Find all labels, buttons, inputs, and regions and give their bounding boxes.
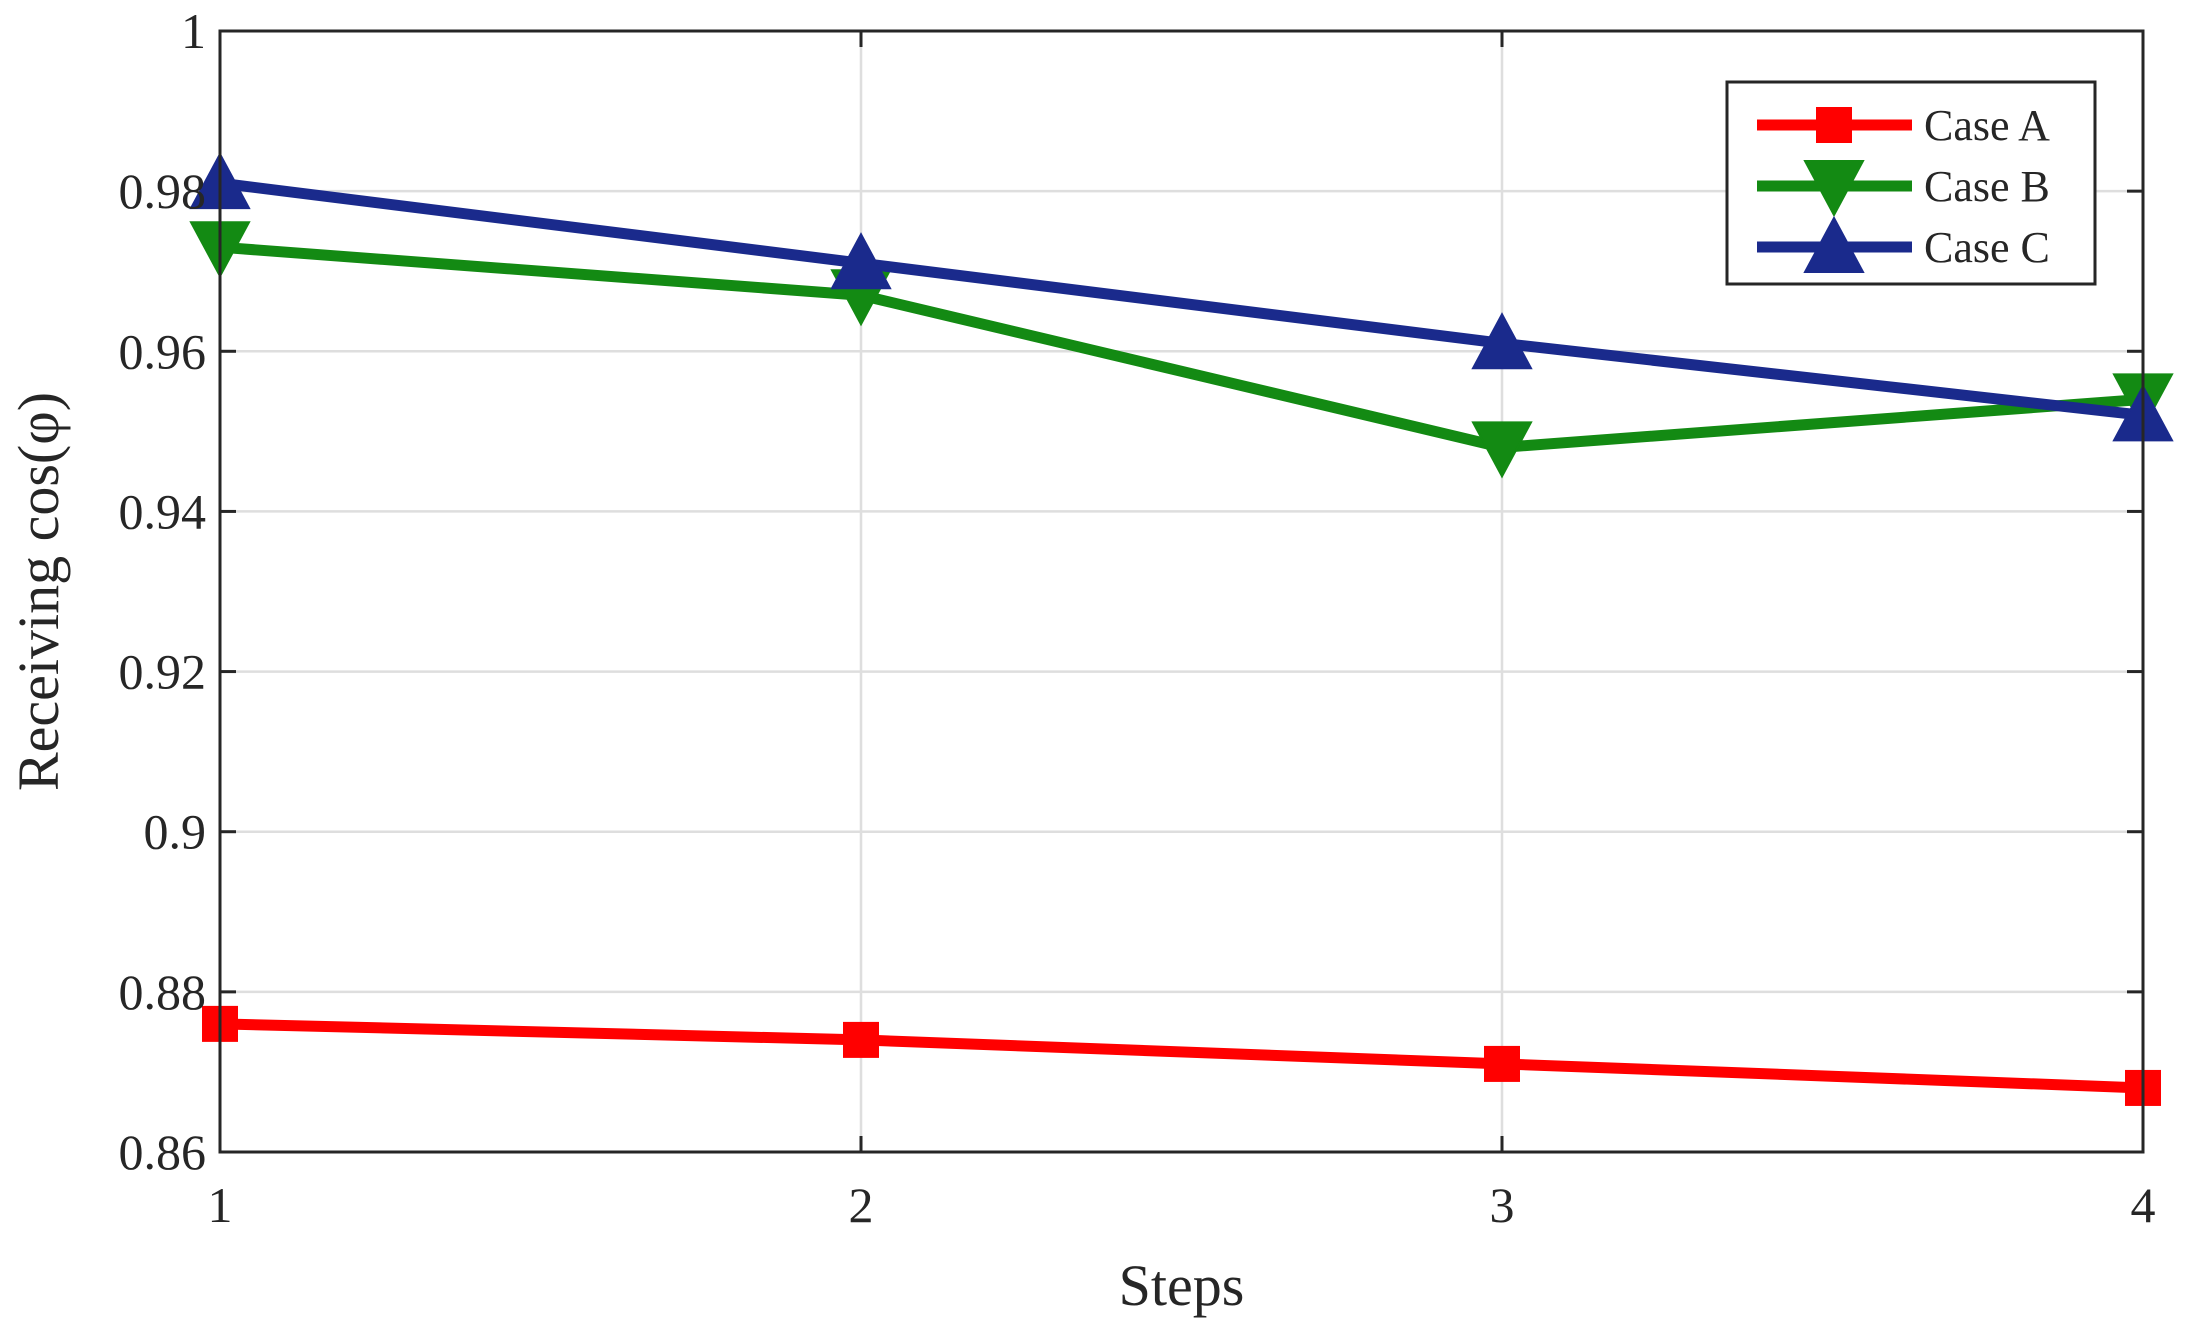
x-tick-label: 3 (1490, 1177, 1515, 1233)
x-tick-label: 4 (2131, 1177, 2156, 1233)
legend-item-case-b: Case B (1757, 160, 2050, 218)
legend-marker (1803, 215, 1865, 273)
y-tick-label: 0.96 (119, 323, 207, 379)
y-axis-label: Receiving cos(φ) (6, 392, 71, 791)
y-tick-label: 0.94 (119, 483, 207, 539)
y-tick-label: 0.88 (119, 964, 207, 1020)
legend-label: Case B (1924, 162, 2050, 211)
x-axis-label: Steps (1119, 1253, 1245, 1318)
data-point (830, 232, 892, 290)
y-tick-label: 0.98 (119, 163, 207, 219)
legend: Case A Case B Case C (1725, 80, 2097, 286)
x-tick-label: 2 (849, 1177, 874, 1233)
y-tick-label: 0.86 (119, 1124, 207, 1180)
y-tick-label: 0.92 (119, 644, 207, 700)
legend-item-case-c: Case C (1757, 215, 2050, 273)
legend-marker (1816, 107, 1852, 143)
data-point (1471, 421, 1533, 479)
legend-label: Case A (1924, 101, 2050, 150)
y-tick-label: 0.9 (144, 804, 207, 860)
legend-label: Case C (1924, 223, 2050, 272)
data-point (1471, 312, 1533, 370)
series-line (219, 241, 2144, 453)
data-point (843, 1021, 879, 1058)
x-tick-label: 1 (208, 1177, 233, 1233)
tick-labels: 1 2 3 4 0.86 0.88 0.9 0.92 0.94 0.96 0.98 1 (119, 3, 2156, 1233)
y-tick-label: 1 (181, 3, 206, 59)
series-line (219, 1018, 2144, 1094)
series-line (219, 177, 2144, 421)
plot-area-frame (218, 29, 2145, 1154)
data-point (1484, 1045, 1520, 1082)
legend-item-case-a: Case A (1757, 101, 2050, 150)
legend-marker (1803, 160, 1865, 218)
